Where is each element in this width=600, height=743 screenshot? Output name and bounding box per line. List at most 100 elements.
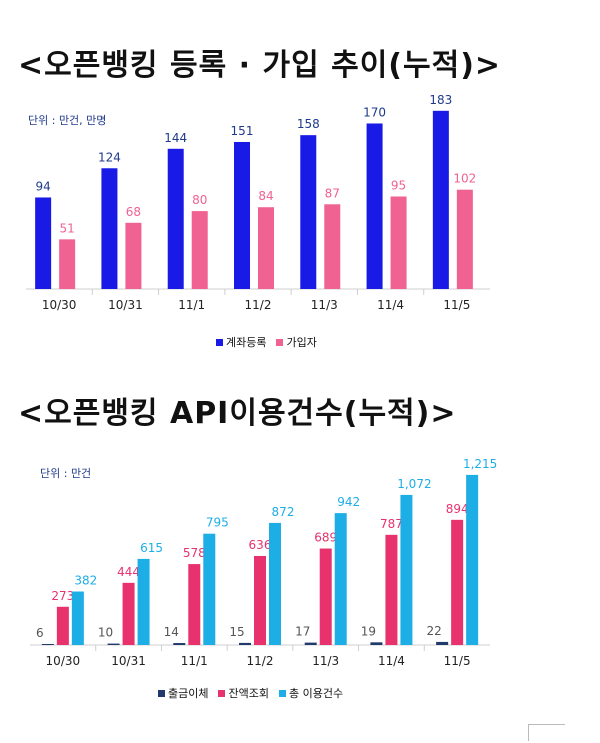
chart-2-data-label: 444 [117,565,140,579]
chart-2-data-label: 894 [446,502,469,516]
chart-1-legend-item: 가입자 [276,334,317,350]
chart-1-tick-label: 11/4 [377,298,404,312]
chart-1-data-label: 102 [453,172,476,186]
chart-1-unit-note: 단위 : 만건, 만명 [28,114,107,127]
chart-1-data-label: 94 [36,179,51,193]
chart-2-bar-2 [385,534,398,645]
chart-2-data-label: 787 [380,517,403,531]
chart-1-bar-1 [35,197,52,289]
chart-1-bar-2 [59,239,76,289]
chart-2-legend-swatch [278,689,286,697]
chart-2-tick-label: 10/31 [111,654,146,668]
chart-2-data-label: 10 [98,626,113,640]
chart-2-legend-swatch [158,689,165,697]
chart-2-bar-2 [122,582,135,645]
chart-1-legend-item: 계좌등록 [216,334,266,350]
chart-1-data-label: 170 [363,105,386,119]
chart-2-legend-item: 잔액조회 [218,685,269,701]
chart-2-data-label: 273 [51,589,74,603]
chart-2-data-label: 942 [337,495,360,509]
chart-2-data-label: 14 [164,625,179,639]
chart-2-data-label: 17 [295,625,310,639]
chart-2-bar-2 [451,519,464,645]
chart-2-bar-2 [188,564,201,645]
chart-1-legend: 계좌등록 가입자 [216,334,317,350]
chart-2-legend-item: 총 이용건수 [278,685,344,701]
chart-1-legend-label: 계좌등록 [226,336,267,349]
chart-1-tick-label: 10/31 [108,298,143,312]
chart-2-data-label: 6 [36,626,44,640]
chart-2-bar-1 [304,642,317,645]
chart-1-data-label: 124 [98,150,121,164]
chart-2-bar-1 [436,641,449,645]
chart-2-data-label: 15 [229,625,244,639]
chart-2-tick-label: 11/2 [247,654,274,668]
chart-2-bar-3 [334,513,347,645]
chart-2-bar-3 [466,474,479,645]
chart-2-tick-label: 11/3 [312,654,339,668]
chart-2-bar-3 [400,494,413,645]
chart-1-data-label: 87 [325,186,340,200]
chart-2-bar-1 [41,644,54,645]
chart-1-data-label: 183 [429,93,452,107]
chart-2-legend-swatch [218,689,226,697]
chart-2-data-label: 636 [249,538,272,552]
chart-2-data-label: 382 [74,574,97,588]
chart-1-bar-1 [101,168,118,289]
chart-1-bar-1 [234,141,250,289]
chart-1-data-label: 80 [192,193,207,207]
chart-2-data-label: 1,215 [463,457,497,471]
chart-1-plot: 94 51 10/30 124 68 10/31 144 80 11/1 151 84 11/2 158… [26,93,490,312]
chart-2-bar-3 [137,558,150,645]
chart-1-tick-label: 10/30 [42,298,77,312]
chart-1-data-label: 68 [126,205,141,219]
chart-2-bar-1 [107,643,120,645]
chart-2-data-label: 872 [272,505,295,519]
chart-2-bar-2 [254,555,266,645]
chart-2-data-label: 19 [361,624,376,638]
chart-1-data-label: 51 [60,221,75,235]
chart-1-data-label: 158 [297,117,320,131]
chart-2-legend: 출금이체 잔액조회 총 이용건수 [158,685,343,701]
chart-1-bar-1 [167,148,184,289]
chart-1-bar-2 [258,207,274,289]
chart-2-data-label: 578 [183,546,206,560]
chart-2-data-label: 1,072 [397,477,431,491]
chart-2-bar-1 [370,642,383,645]
chart-1-bar-2 [191,211,208,289]
chart-2-bar-3 [71,591,84,645]
corner-mark [528,724,565,741]
chart-2-data-label: 22 [427,624,442,638]
chart-2-data-label: 795 [206,516,229,530]
chart-1-data-label: 144 [164,131,187,145]
chart-2-tick-label: 11/1 [181,654,208,668]
chart-1-bar-1 [300,135,317,289]
chart-1-tick-label: 11/3 [311,298,338,312]
chart-1-title: <오픈뱅킹 등록 · 가입 추이(누적)> [18,48,502,83]
chart-1-tick-label: 11/1 [178,298,205,312]
chart-2-title: <오픈뱅킹 API이용건수(누적)> [18,396,457,431]
chart-2-bar-2 [56,606,69,645]
chart-2-data-label: 689 [314,531,337,545]
chart-1-bar-2 [456,189,473,289]
chart-1-data-label: 95 [391,179,406,193]
chart-1-bar-2 [324,204,341,289]
chart-2-bar-1 [239,642,251,645]
chart-2-legend-label: 출금이체 [168,687,209,700]
chart-2-legend-item: 출금이체 [158,685,208,701]
chart-2-bar-3 [269,522,281,645]
chart-2-unit-note: 단위 : 만건 [40,467,92,480]
chart-2-legend-label: 잔액조회 [228,687,269,700]
chart-1-data-label: 151 [231,124,254,138]
chart-1-tick-label: 11/5 [443,298,470,312]
chart-1-bar-1 [432,110,449,289]
chart-1-data-label: 84 [258,189,273,203]
chart-2-tick-label: 11/4 [378,654,405,668]
chart-1-bar-2 [125,222,142,289]
chart-2-tick-label: 10/30 [46,654,81,668]
chart-2-bar-1 [173,643,186,645]
chart-2-bar-3 [203,533,216,645]
chart-2-legend-label: 총 이용건수 [288,687,344,700]
chart-1-legend-swatch [276,338,284,346]
